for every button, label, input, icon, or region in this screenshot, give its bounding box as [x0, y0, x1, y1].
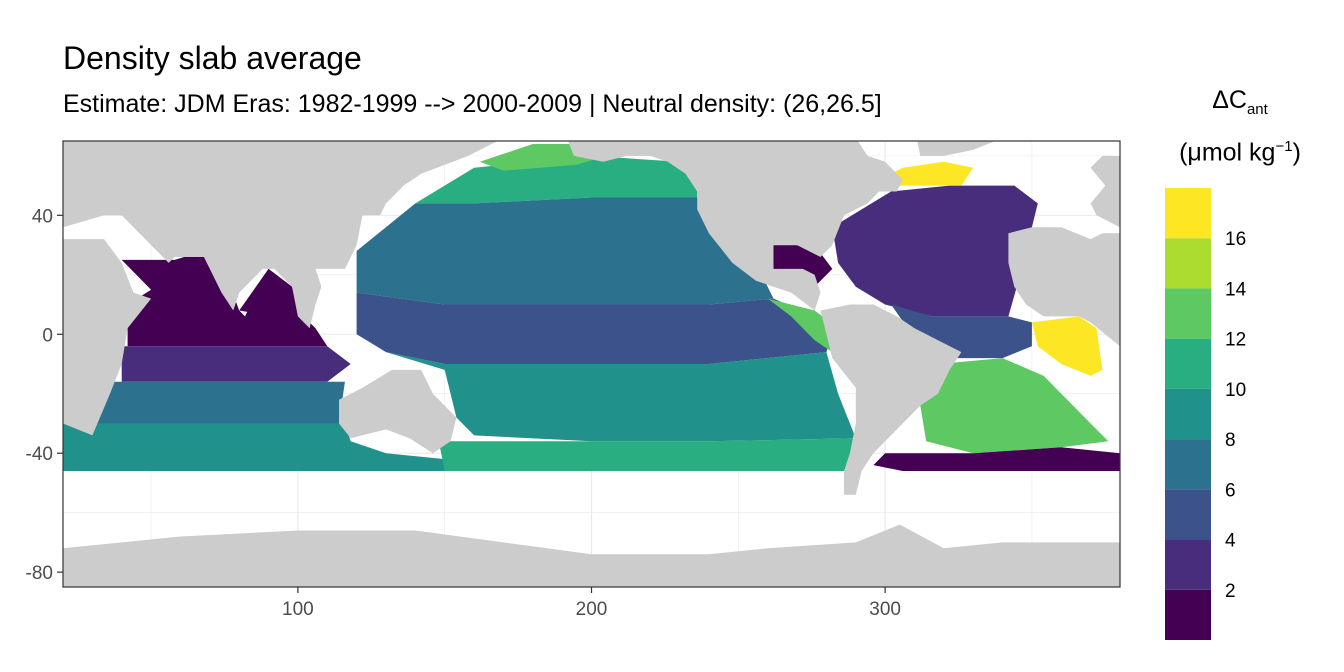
land-mass — [63, 141, 498, 329]
chart-subtitle: Estimate: JDM Eras: 1982-1999 --> 2000-2… — [63, 90, 882, 118]
legend-unit-sup: −1 — [1275, 138, 1293, 155]
land-mass — [820, 304, 962, 495]
legend-break-label: 8 — [1225, 430, 1236, 451]
ocean-region — [767, 298, 839, 353]
legend-swatch — [1165, 589, 1211, 640]
legend-swatch — [1165, 489, 1211, 540]
y-tick-label: -80 — [26, 563, 53, 584]
y-tick-label: -40 — [26, 444, 53, 465]
legend-title: ΔCant (μmol kg−1) — [1165, 88, 1315, 165]
x-tick-label: 300 — [869, 599, 901, 620]
chart-title: Density slab average — [63, 40, 362, 76]
legend-swatch — [1165, 439, 1211, 490]
y-tick-label: 40 — [32, 206, 53, 227]
ocean-region — [63, 423, 445, 471]
legend-title-sub: ant — [1246, 101, 1268, 118]
ocean-region — [1031, 316, 1103, 376]
land-mass — [568, 141, 903, 311]
legend-swatch — [1165, 188, 1211, 239]
ocean-region — [386, 352, 856, 442]
legend-break-label: 2 — [1225, 581, 1236, 602]
legend-swatch — [1165, 288, 1211, 339]
ocean-region — [920, 358, 1109, 454]
legend-break-label: 16 — [1225, 229, 1246, 250]
legend-swatch — [1165, 338, 1211, 389]
ocean-region — [239, 268, 298, 317]
land-mass — [339, 369, 457, 454]
legend-unit-prefix: (μmol kg — [1179, 138, 1276, 167]
ocean-region — [832, 185, 1038, 317]
ocean-region — [92, 381, 345, 424]
ocean-region — [873, 447, 1120, 471]
y-tick-label: 0 — [42, 325, 53, 346]
legend-break-label: 10 — [1225, 380, 1246, 401]
land-mass — [1090, 155, 1120, 228]
ocean-layer — [63, 144, 1120, 567]
legend-break-label: 4 — [1225, 531, 1236, 552]
land-mass — [63, 239, 152, 436]
land-mass — [917, 141, 996, 156]
legend-break-label: 14 — [1225, 279, 1247, 300]
land-mass — [1008, 227, 1120, 347]
legend: 2 4 6 8 10 12 14 16 — [1165, 188, 1247, 640]
ocean-region — [356, 197, 774, 305]
ocean-region — [438, 438, 856, 471]
legend-swatch — [1165, 238, 1211, 289]
ocean-region — [356, 292, 833, 364]
legend-unit: (μmol kg−1) — [1165, 139, 1315, 165]
legend-break-label: 6 — [1225, 480, 1236, 501]
legend-swatch — [1165, 539, 1211, 590]
x-tick-label: 100 — [282, 599, 314, 620]
ocean-region — [121, 346, 351, 382]
legend-swatch — [1165, 388, 1211, 440]
ocean-region — [415, 155, 698, 204]
legend-unit-suffix: ) — [1292, 138, 1301, 167]
land-layer — [63, 141, 1120, 587]
land-mass — [63, 524, 1120, 587]
x-tick-label: 200 — [576, 599, 608, 620]
legend-title-main: ΔC — [1212, 86, 1247, 114]
legend-break-label: 12 — [1225, 330, 1246, 351]
